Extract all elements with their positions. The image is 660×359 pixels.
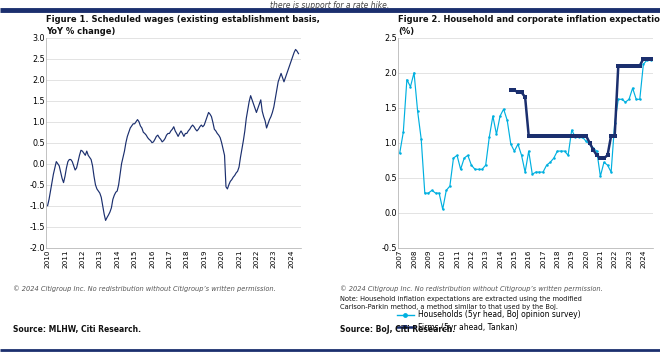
Text: Source: BoJ, Citi Research.: Source: BoJ, Citi Research. [340, 325, 455, 334]
Legend: Households (5yr head, BoJ opinion survey), Firms (5yr ahead, Tankan): Households (5yr head, BoJ opinion survey… [397, 310, 580, 332]
Text: Note: Household inflation expectations are extracted using the modified
Carlson-: Note: Household inflation expectations a… [340, 296, 581, 310]
Text: © 2024 Citigroup Inc. No redistribution without Citigroup’s written permission.: © 2024 Citigroup Inc. No redistribution … [340, 285, 603, 292]
Text: there is support for a rate hike.: there is support for a rate hike. [271, 1, 389, 10]
Text: Figure 1. Scheduled wages (existing establishment basis,
YoY % change): Figure 1. Scheduled wages (existing esta… [46, 15, 320, 36]
Text: Source: MLHW, Citi Research.: Source: MLHW, Citi Research. [13, 325, 141, 334]
Text: Figure 2. Household and corporate inflation expectations
(%): Figure 2. Household and corporate inflat… [398, 15, 660, 36]
Text: © 2024 Citigroup Inc. No redistribution without Citigroup’s written permission.: © 2024 Citigroup Inc. No redistribution … [13, 285, 276, 292]
